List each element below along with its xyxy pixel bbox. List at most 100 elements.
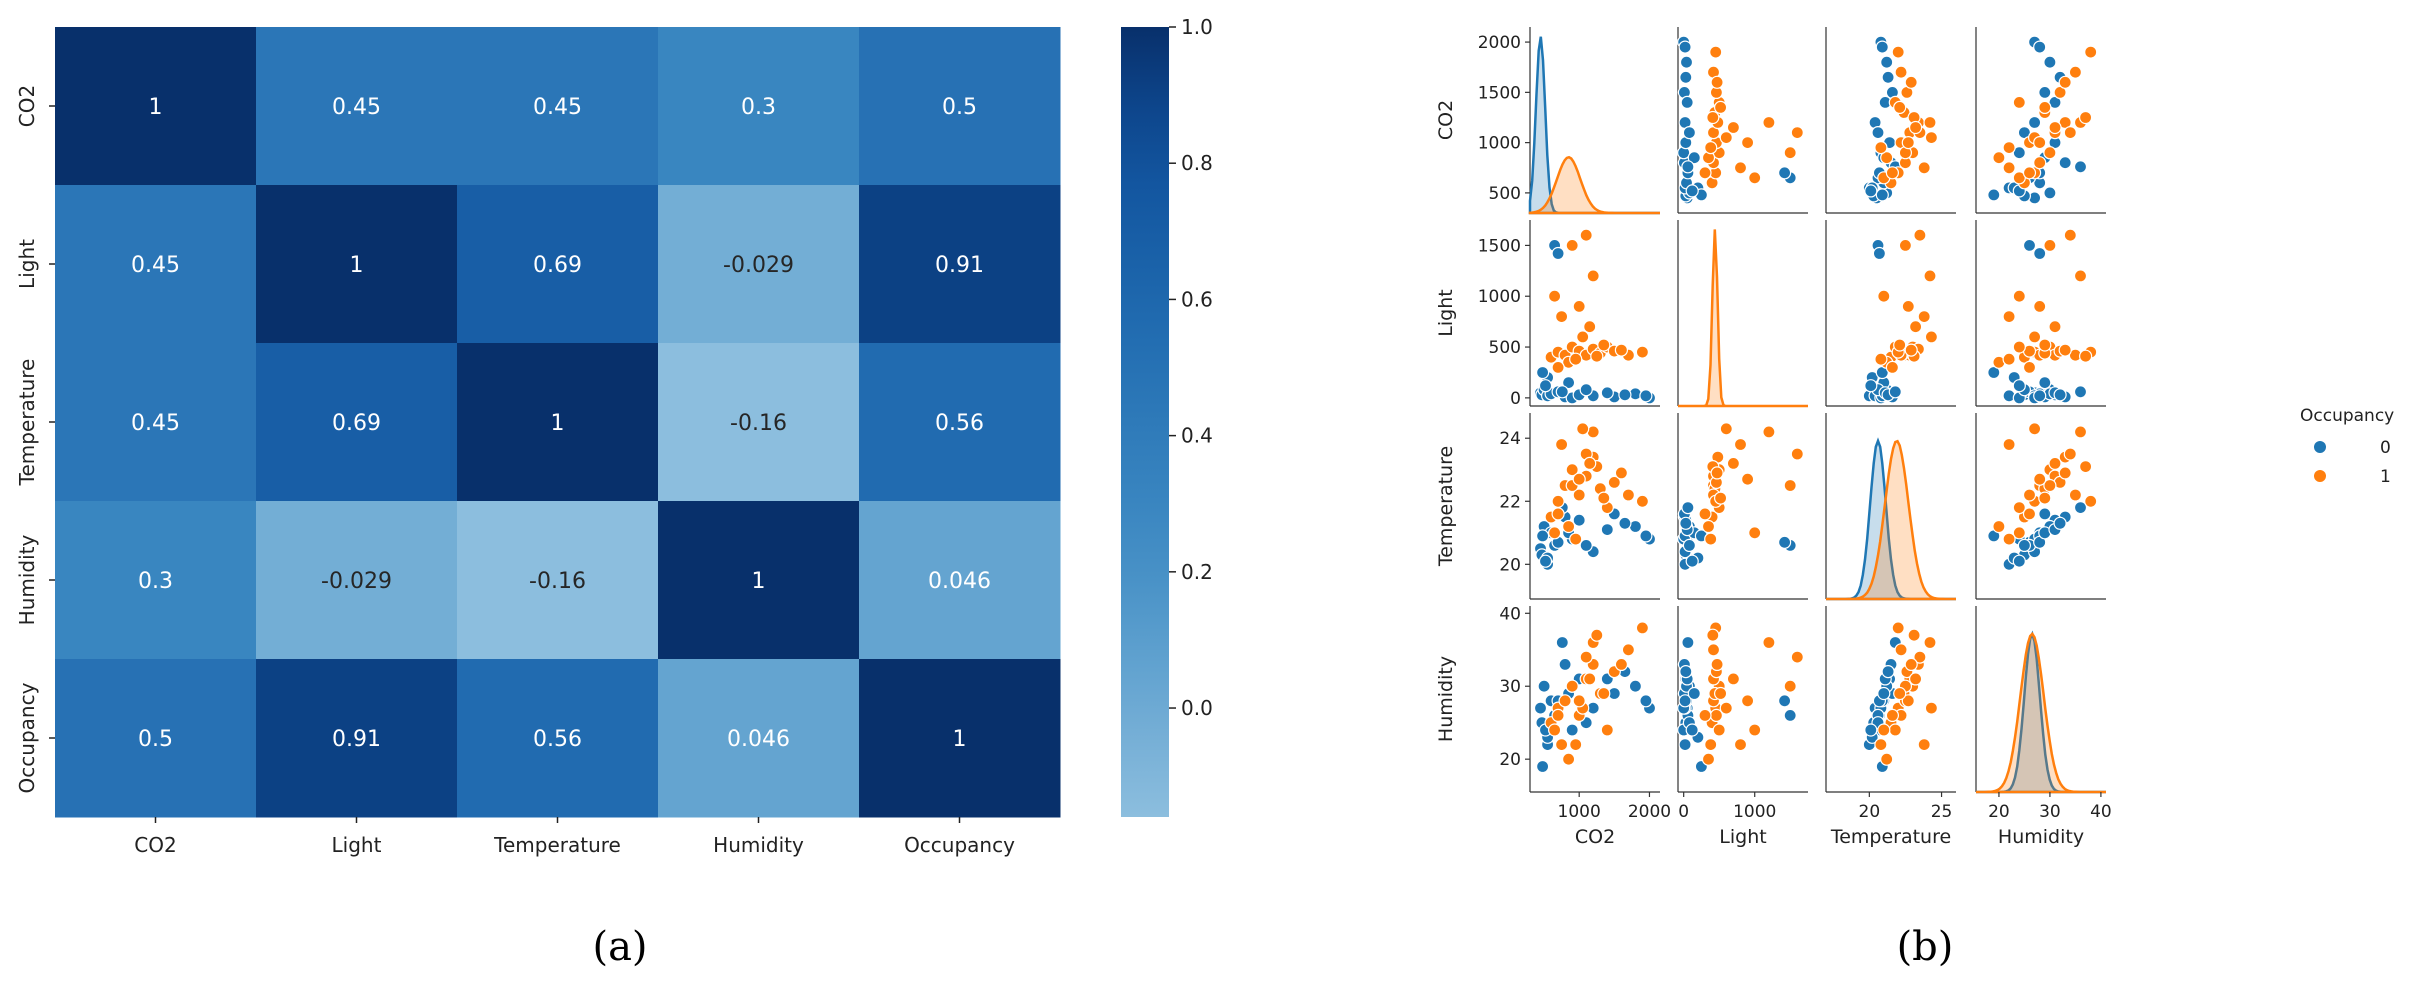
scatter-point-occupancy-1 — [1614, 466, 1629, 480]
scatter-point-occupancy-1 — [1583, 456, 1597, 470]
scatter-point-occupancy-1 — [1590, 349, 1604, 363]
scatter-point-occupancy-0 — [1533, 701, 1548, 715]
heatmap-cell-1-0 — [55, 185, 257, 344]
scatter-point-occupancy-1 — [1904, 75, 1918, 89]
pair-y-tick-label: 1000 — [1478, 287, 1521, 307]
scatter-point-occupancy-1 — [1576, 422, 1590, 436]
scatter-point-occupancy-1 — [1547, 723, 1562, 737]
heatmap-value-label: -0.16 — [529, 569, 586, 594]
scatter-point-occupancy-1 — [1733, 737, 1748, 752]
scatter-point-occupancy-1 — [1551, 507, 1565, 521]
pair-panel-Humidity-Temperature: 20 25 Temperature — [1825, 606, 1956, 848]
scatter-point-occupancy-1 — [1992, 519, 2006, 534]
scatter-point-occupancy-1 — [1710, 75, 1724, 89]
scatter-point-occupancy-0 — [2033, 246, 2047, 261]
scatter-point-occupancy-1 — [2012, 501, 2026, 515]
heatmap-cell-0-3 — [658, 27, 860, 186]
legend-swatch-0 — [2314, 441, 2326, 453]
scatter-point-occupancy-1 — [2048, 456, 2062, 470]
scatter-point-occupancy-1 — [1891, 621, 1905, 635]
pair-x-axis-title: CO2 — [1575, 826, 1615, 848]
colorbar-tick-label: 1.0 — [1181, 15, 1213, 39]
scatter-point-occupancy-0 — [1679, 55, 1694, 69]
scatter-point-occupancy-1 — [1733, 161, 1748, 175]
scatter-point-occupancy-0 — [1679, 516, 1693, 530]
pair-y-tick-label: 20 — [1499, 750, 1521, 770]
scatter-point-occupancy-1 — [1561, 519, 1576, 534]
legend-title: Occupancy — [2300, 406, 2394, 426]
scatter-point-occupancy-1 — [1551, 494, 1565, 508]
scatter-point-occupancy-1 — [1762, 115, 1776, 130]
pair-x-tick-label: 0 — [1678, 802, 1689, 822]
scatter-point-occupancy-0 — [1681, 160, 1695, 174]
scatter-point-occupancy-0 — [1679, 664, 1693, 679]
scatter-point-occupancy-1 — [2022, 360, 2037, 374]
scatter-point-occupancy-0 — [2027, 115, 2042, 130]
scatter-point-occupancy-1 — [1547, 526, 1562, 540]
scatter-point-occupancy-1 — [1904, 657, 1918, 672]
heatmap-column-labels: CO2 Light Temperature Humidity Occupancy — [134, 817, 1015, 857]
scatter-point-occupancy-1 — [1740, 136, 1755, 150]
scatter-point-occupancy-1 — [1901, 299, 1915, 313]
scatter-point-occupancy-1 — [2002, 437, 2016, 452]
scatter-point-occupancy-0 — [1538, 379, 1553, 393]
scatter-point-occupancy-1 — [1704, 532, 1718, 546]
scatter-point-occupancy-1 — [2038, 338, 2052, 352]
scatter-point-occupancy-1 — [1698, 708, 1712, 723]
scatter-point-occupancy-0 — [2022, 238, 2037, 252]
scatter-point-occupancy-1 — [1572, 694, 1586, 708]
scatter-point-occupancy-1 — [1621, 643, 1636, 657]
heatmap-value-label: 1 — [953, 727, 967, 752]
scatter-point-occupancy-0 — [1880, 55, 1894, 69]
scatter-point-occupancy-0 — [1681, 635, 1695, 650]
scatter-point-occupancy-1 — [2027, 330, 2042, 344]
scatter-point-occupancy-1 — [1913, 228, 1927, 242]
scatter-point-occupancy-0 — [1600, 522, 1614, 537]
scatter-point-occupancy-1 — [1569, 532, 1583, 546]
scatter-point-occupancy-1 — [1891, 45, 1905, 59]
scatter-point-occupancy-0 — [2033, 40, 2047, 54]
scatter-point-occupancy-1 — [1565, 238, 1579, 252]
scatter-point-occupancy-1 — [1572, 488, 1586, 502]
scatter-point-occupancy-1 — [1614, 657, 1629, 672]
scatter-point-occupancy-1 — [1726, 456, 1741, 470]
scatter-point-occupancy-0 — [1685, 554, 1699, 568]
scatter-point-occupancy-0 — [1572, 513, 1586, 527]
scatter-point-occupancy-1 — [2063, 447, 2077, 461]
scatter-point-occupancy-1 — [1597, 686, 1611, 701]
heatmap-value-label: 0.56 — [533, 727, 582, 752]
scatter-point-occupancy-1 — [1547, 289, 1562, 303]
scatter-point-occupancy-1 — [2084, 45, 2098, 59]
scatter-point-occupancy-0 — [1680, 95, 1694, 110]
scatter-point-occupancy-1 — [2079, 460, 2093, 474]
pair-y-axis-title: Temperature — [1435, 446, 1457, 567]
scatter-point-occupancy-1 — [2033, 156, 2047, 170]
scatter-point-occupancy-1 — [1924, 131, 1939, 145]
scatter-point-occupancy-1 — [1740, 472, 1755, 486]
heatmap-cell-2-3 — [658, 343, 860, 502]
pair-x-tick-label: 1000 — [1733, 802, 1776, 822]
scatter-point-occupancy-1 — [2002, 161, 2016, 175]
pair-panel-Humidity-Humidity: 20 30 40 Humidity — [1975, 606, 2112, 848]
scatter-point-occupancy-1 — [1600, 723, 1614, 737]
pair-y-tick-label: 22 — [1499, 492, 1521, 512]
scatter-point-occupancy-0 — [2012, 379, 2026, 393]
scatter-point-occupancy-1 — [1923, 115, 1937, 130]
pair-x-tick-label: 40 — [2090, 802, 2112, 822]
colorbar-gradient — [1121, 27, 1169, 817]
scatter-point-occupancy-0 — [1551, 246, 1565, 261]
scatter-point-occupancy-1 — [1579, 650, 1593, 664]
scatter-point-occupancy-1 — [1908, 120, 1923, 135]
scatter-point-occupancy-1 — [1885, 708, 1900, 723]
heatmap-cell-4-0 — [55, 659, 257, 818]
heatmap-cell-4-2 — [457, 659, 659, 818]
heatmap-cell-3-4 — [859, 501, 1061, 660]
scatter-point-occupancy-0 — [1687, 686, 1701, 701]
pair-y-tick-label: 40 — [1499, 604, 1521, 624]
scatter-point-occupancy-1 — [2073, 269, 2088, 283]
scatter-point-occupancy-0 — [2038, 507, 2052, 521]
scatter-point-occupancy-1 — [1713, 491, 1728, 505]
heatmap-cell-0-1 — [256, 27, 458, 186]
scatter-point-occupancy-0 — [1682, 126, 1697, 140]
scatter-point-occupancy-1 — [1635, 494, 1650, 508]
